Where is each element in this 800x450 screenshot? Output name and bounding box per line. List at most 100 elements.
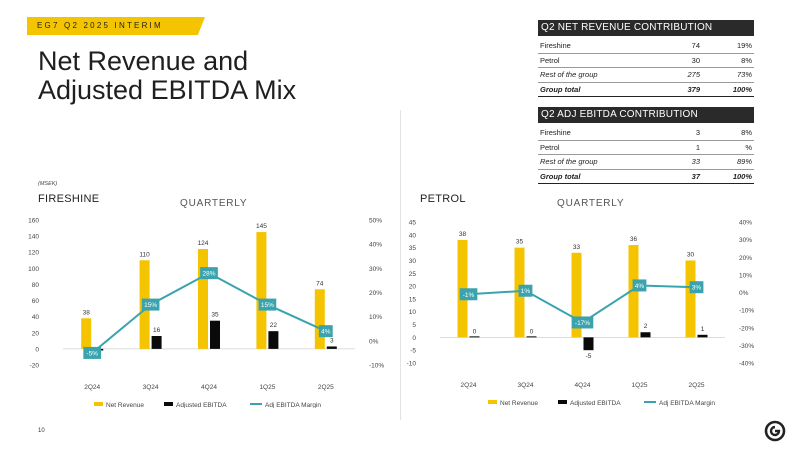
net-revenue-label: 30	[687, 251, 695, 258]
net-revenue-bar	[81, 318, 92, 349]
row-value: 37	[691, 171, 700, 181]
y2-tick-label: 30%	[739, 237, 752, 244]
x-tick-label: 4Q24	[575, 382, 591, 389]
adjusted-ebitda-label: 0	[530, 328, 534, 335]
y2-tick-label: 40%	[739, 220, 752, 227]
margin-label-box	[200, 267, 218, 280]
legend-swatch-net-revenue	[488, 400, 497, 404]
adjusted-ebitda-label: 1	[701, 326, 705, 333]
legend-adj-ebitda-margin: Adj EBITDA Margin	[659, 400, 715, 407]
y-tick-label: 40	[32, 314, 40, 321]
ebitda-table-title: Q2 ADJ EBITDA CONTRIBUTION	[538, 107, 754, 123]
row-value: 3	[695, 128, 700, 137]
net-revenue-bar	[685, 260, 696, 338]
y-tick-label: 25	[409, 271, 417, 278]
row-pct: 100%	[732, 84, 752, 94]
y-tick-label: -20	[30, 363, 40, 370]
legend-net-revenue: Net Revenue	[106, 402, 144, 408]
row-pct: 8%	[741, 55, 752, 65]
margin-label: 15%	[261, 302, 274, 309]
margin-label: 28%	[202, 271, 215, 278]
chart-divider	[400, 110, 401, 420]
net-revenue-bar	[571, 252, 582, 338]
y-tick-label: -10	[407, 361, 417, 368]
unit-label: (MSEK)	[38, 181, 58, 187]
adjusted-ebitda-bar	[469, 336, 480, 338]
adjusted-ebitda-label: 3	[330, 337, 334, 344]
y-tick-label: 0	[412, 335, 416, 342]
net-revenue-label: 38	[83, 309, 91, 316]
margin-label: -17%	[575, 320, 590, 327]
y2-tick-label: 10%	[739, 272, 752, 279]
table-total-row: Group total 37 100%	[538, 170, 754, 185]
adjusted-ebitda-bar	[583, 337, 594, 351]
y-tick-label: 40	[409, 232, 417, 239]
report-tag: EG7 Q2 2025 INTERIM REPORT	[27, 17, 205, 35]
y-tick-label: 80	[32, 282, 40, 289]
y2-tick-label: -40%	[739, 361, 754, 368]
fireshine-chart: -20 0 20 40 60 80 100 120 140 160 -10% 0% 10% 20% 30% 4…	[28, 218, 384, 409]
y2-tick-label: -20%	[739, 325, 754, 332]
row-value: 275	[687, 70, 700, 80]
adjusted-ebitda-label: 22	[270, 322, 278, 329]
margin-label-box	[571, 316, 594, 329]
row-pct: 19%	[736, 41, 752, 50]
adjusted-ebitda-bar	[151, 336, 162, 349]
adjusted-ebitda-bar	[697, 334, 708, 338]
row-pct: %	[745, 142, 752, 152]
x-tick-label: 4Q24	[201, 384, 217, 391]
y-tick-label: -5	[410, 348, 416, 355]
page-title: Net Revenue and Adjusted EBITDA Mix	[38, 47, 296, 105]
adjusted-ebitda-bar	[640, 332, 651, 338]
legend-adj-ebitda-margin: Adj EBITDA Margin	[265, 402, 321, 408]
table-row: Fireshine 74 19%	[538, 39, 754, 54]
net-revenue-label: 35	[516, 239, 524, 246]
y2-tick-label: 10%	[369, 314, 382, 321]
y-tick-label: 30	[409, 258, 417, 265]
margin-label: -5%	[86, 350, 98, 357]
y-tick-label: 10	[409, 309, 417, 316]
legend-adjusted-ebitda: Adjusted EBITDA	[570, 400, 621, 407]
x-tick-label: 3Q24	[518, 382, 534, 389]
net-revenue-label: 33	[573, 244, 581, 251]
row-name: Petrol	[540, 142, 560, 152]
row-name: Group total	[540, 84, 581, 94]
page-title-line1: Net Revenue and	[38, 46, 249, 76]
y-tick-label: 160	[28, 218, 39, 225]
margin-label-box	[258, 298, 277, 311]
adj-ebitda-margin-line	[91, 272, 327, 354]
row-value: 1	[695, 142, 700, 152]
x-tick-label: 2Q24	[84, 384, 100, 391]
x-tick-label: 1Q25	[259, 384, 275, 391]
margin-label-box	[141, 298, 160, 311]
y2-tick-label: 50%	[369, 218, 382, 225]
adjusted-ebitda-label: 2	[644, 323, 648, 330]
page-title-line2: Adjusted EBITDA Mix	[38, 75, 297, 105]
legend-swatch-adjusted-ebitda	[164, 402, 173, 406]
y-tick-label: 120	[28, 250, 39, 257]
net-revenue-bar	[314, 289, 325, 349]
ebitda-contribution-table: Q2 ADJ EBITDA CONTRIBUTION Fireshine 3 8…	[538, 107, 754, 185]
margin-label-box	[318, 325, 333, 338]
y2-tick-label: 20%	[369, 290, 382, 297]
adjusted-ebitda-bar	[526, 336, 537, 338]
adjusted-ebitda-bar	[210, 320, 220, 349]
row-pct: 73%	[736, 70, 752, 80]
row-pct: 89%	[736, 157, 752, 167]
petrol-chart-subtitle: QUARTERLY	[557, 198, 625, 209]
margin-label: -1%	[463, 292, 475, 299]
y2-tick-label: 0%	[739, 290, 749, 297]
margin-label-box	[689, 281, 704, 294]
row-name: Fireshine	[540, 41, 571, 50]
margin-label: 3%	[692, 285, 702, 292]
net-revenue-label: 145	[256, 223, 267, 230]
table-row: Fireshine 3 8%	[538, 126, 754, 141]
adjusted-ebitda-label: 0	[473, 328, 477, 335]
adjusted-ebitda-label: -5	[586, 353, 592, 360]
y-tick-label: 20	[409, 284, 417, 291]
row-name: Fireshine	[540, 128, 571, 137]
margin-label: 1%	[521, 288, 531, 295]
margin-label: 15%	[144, 302, 157, 309]
margin-label-box	[632, 279, 647, 292]
row-pct: 100%	[732, 171, 752, 181]
